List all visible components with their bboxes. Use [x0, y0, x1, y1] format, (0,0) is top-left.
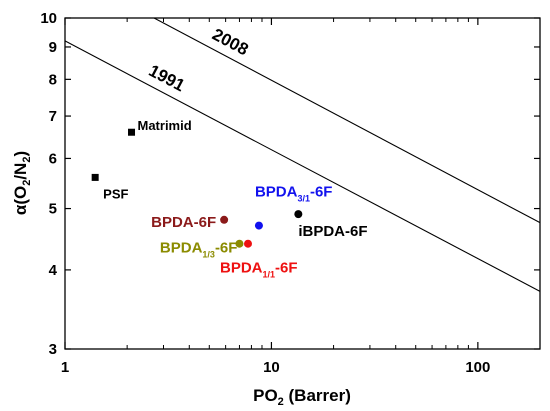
data-point [220, 215, 229, 224]
y-tick-label: 3 [49, 341, 57, 358]
point-label: Matrimid [138, 118, 192, 133]
axis-ticks: 1 10 100 3 4 5 6 7 8 9 10 [40, 10, 541, 376]
point-label: BPDA-6F [151, 214, 216, 231]
point-label: BPDA1/1-6F [220, 260, 298, 280]
y-axis-title: α(O2/N2) [11, 151, 33, 215]
plot-frame [64, 17, 541, 350]
data-point [235, 239, 244, 248]
upper-bound-line-1991 [65, 40, 540, 292]
point-label: iBPDA-6F [298, 223, 367, 240]
x-tick-label: 1 [61, 359, 69, 376]
y-tick-label: 5 [49, 201, 57, 218]
bound-label-1991: 1991 [146, 61, 188, 95]
bound-labels: 1991 2008 [146, 25, 252, 96]
point-label: PSF [103, 186, 128, 201]
y-tick-label: 9 [49, 39, 57, 56]
y-tick-label: 7 [49, 108, 57, 125]
data-point [91, 173, 99, 181]
upper-bound-lines [65, 18, 540, 292]
data-point [294, 210, 303, 219]
x-tick-label: 100 [465, 359, 490, 376]
upper-bound-line-2008 [153, 18, 540, 224]
y-tick-label: 8 [49, 71, 57, 88]
x-axis-title: PO2 (Barrer) [253, 386, 351, 408]
y-tick-label: 6 [49, 150, 57, 167]
data-point [243, 239, 252, 248]
data-point [254, 221, 263, 230]
y-tick-label: 4 [49, 262, 58, 279]
point-label: BPDA3/1-6F [255, 184, 333, 204]
data-point [128, 128, 136, 136]
bound-label-2008: 2008 [209, 25, 251, 60]
point-label: BPDA1/3-6F [160, 240, 238, 260]
x-tick-label: 10 [263, 359, 280, 376]
y-tick-label: 10 [40, 10, 57, 27]
